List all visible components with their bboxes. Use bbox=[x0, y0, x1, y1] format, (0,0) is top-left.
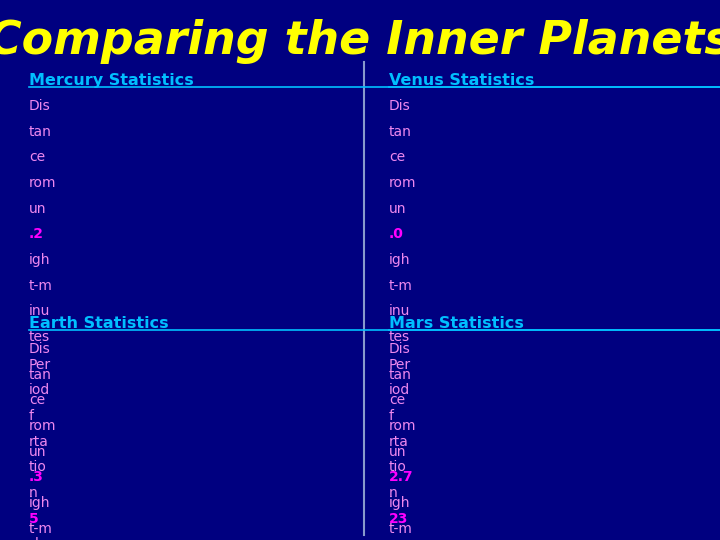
Text: 5: 5 bbox=[29, 512, 39, 525]
Text: t-m: t-m bbox=[29, 279, 53, 293]
Text: Per: Per bbox=[389, 357, 411, 372]
Text: tan: tan bbox=[29, 368, 52, 381]
Text: Dis: Dis bbox=[389, 99, 410, 113]
Text: inu: inu bbox=[389, 304, 410, 318]
Text: t-m: t-m bbox=[389, 279, 413, 293]
Text: f: f bbox=[29, 409, 34, 423]
Text: igh: igh bbox=[389, 253, 410, 267]
Text: rom: rom bbox=[389, 176, 416, 190]
Text: tes: tes bbox=[29, 330, 50, 344]
Text: Venus Statistics: Venus Statistics bbox=[389, 73, 534, 88]
Text: t-m: t-m bbox=[389, 522, 413, 536]
Text: Dis: Dis bbox=[29, 99, 50, 113]
Text: ce: ce bbox=[29, 150, 45, 164]
Text: .3: .3 bbox=[29, 470, 44, 484]
Text: igh: igh bbox=[29, 253, 50, 267]
Text: un: un bbox=[29, 201, 46, 215]
Text: un: un bbox=[29, 444, 46, 458]
Text: rta: rta bbox=[29, 435, 49, 449]
Text: n: n bbox=[389, 486, 397, 500]
Text: 2.7: 2.7 bbox=[389, 470, 413, 484]
Text: igh: igh bbox=[29, 496, 50, 510]
Text: un: un bbox=[389, 444, 406, 458]
Text: ce: ce bbox=[389, 393, 405, 407]
Text: tan: tan bbox=[389, 125, 412, 138]
Text: .2: .2 bbox=[29, 227, 44, 241]
Text: rom: rom bbox=[389, 419, 416, 433]
Text: Dis: Dis bbox=[29, 342, 50, 356]
Text: tes: tes bbox=[389, 330, 410, 344]
Text: Earth Statistics: Earth Statistics bbox=[29, 316, 168, 331]
Text: tan: tan bbox=[29, 125, 52, 138]
Text: un: un bbox=[389, 201, 406, 215]
Text: tan: tan bbox=[389, 368, 412, 381]
Text: ays: ays bbox=[389, 537, 413, 540]
Text: Per: Per bbox=[29, 357, 51, 372]
Text: t-m: t-m bbox=[29, 522, 53, 536]
Text: Mars Statistics: Mars Statistics bbox=[389, 316, 523, 331]
Text: rta: rta bbox=[389, 435, 409, 449]
Text: iod: iod bbox=[29, 383, 50, 397]
Text: Dis: Dis bbox=[389, 342, 410, 356]
Text: f: f bbox=[389, 409, 394, 423]
Text: dys: dys bbox=[29, 537, 53, 540]
Text: n: n bbox=[29, 486, 37, 500]
Text: ce: ce bbox=[389, 150, 405, 164]
Text: 23: 23 bbox=[389, 512, 408, 525]
Text: rom: rom bbox=[29, 419, 56, 433]
Text: iod: iod bbox=[389, 383, 410, 397]
Text: tio: tio bbox=[29, 460, 47, 474]
Text: Mercury Statistics: Mercury Statistics bbox=[29, 73, 194, 88]
Text: inu: inu bbox=[29, 304, 50, 318]
Text: .0: .0 bbox=[389, 227, 404, 241]
Text: tio: tio bbox=[389, 460, 407, 474]
Text: igh: igh bbox=[389, 496, 410, 510]
Text: Comparing the Inner Planets: Comparing the Inner Planets bbox=[0, 19, 720, 64]
Text: rom: rom bbox=[29, 176, 56, 190]
Text: ce: ce bbox=[29, 393, 45, 407]
